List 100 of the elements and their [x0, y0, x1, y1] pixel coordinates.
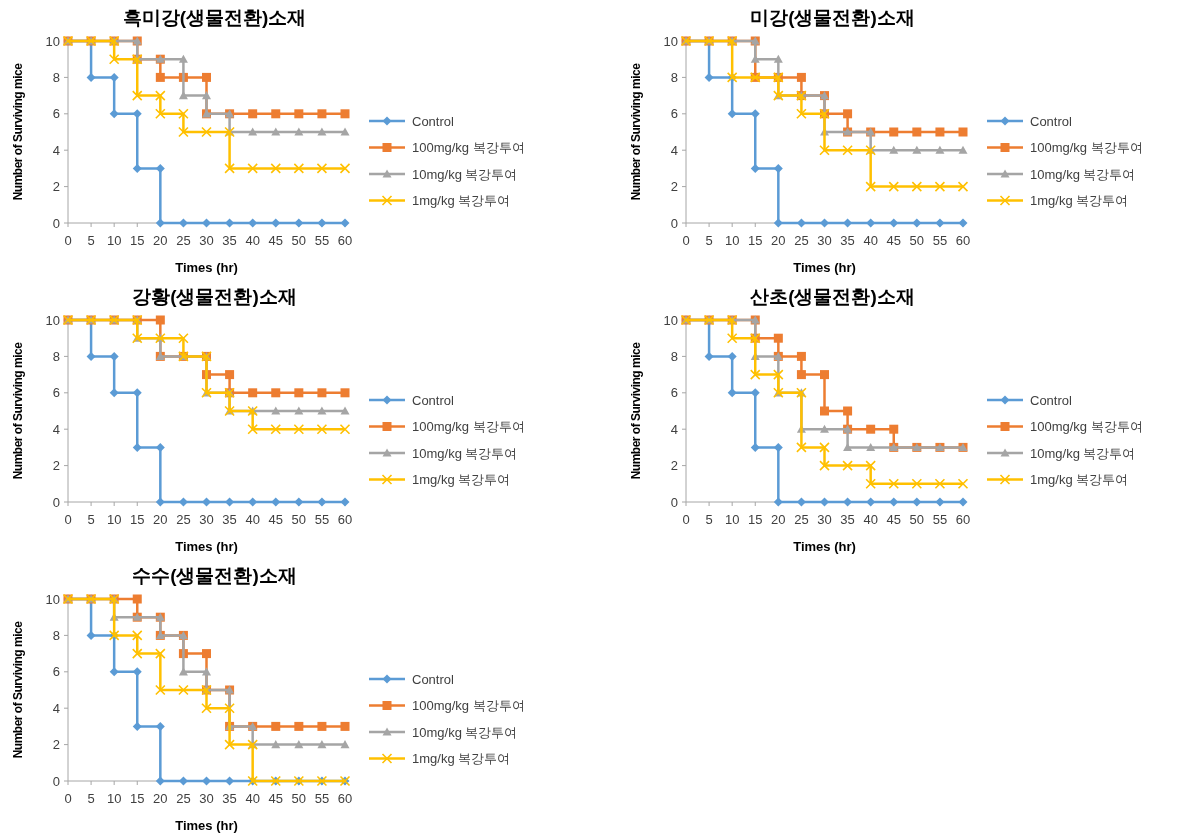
x-tick-label: 50: [909, 233, 925, 248]
x-tick-label: 50: [291, 791, 307, 806]
legend-label: 100mg/kg 복강투여: [412, 140, 525, 155]
x-tick-label: 10: [106, 512, 122, 527]
x-tick-label: 0: [64, 791, 72, 806]
x-tick-label: 55: [314, 791, 330, 806]
x-tick-label: 45: [886, 512, 901, 527]
x-tick-label: 50: [291, 512, 307, 527]
y-tick-label: 8: [52, 348, 60, 364]
legend-label: 1mg/kg 복강투여: [412, 193, 511, 208]
x-axis-title: Times (hr): [175, 260, 238, 275]
x-axis-title: Times (hr): [793, 539, 856, 554]
y-tick-label: 2: [52, 458, 60, 474]
x-tick-label: 60: [955, 512, 971, 527]
y-axis-title: Number of Surviving mice: [11, 62, 25, 201]
chart-title: 흑미강(생물전환)소재: [122, 7, 307, 28]
x-tick-label: 35: [840, 233, 855, 248]
legend-label: Control: [1030, 113, 1073, 129]
legend-label: 10mg/kg 복강투여: [412, 724, 518, 740]
y-tick-label: 4: [52, 700, 60, 716]
y-tick-label: 6: [52, 106, 60, 122]
x-tick-label: 40: [863, 233, 878, 248]
x-tick-label: 20: [771, 233, 786, 248]
x-tick-label: 35: [222, 512, 237, 527]
y-tick-label: 6: [670, 385, 678, 401]
x-tick-label: 25: [176, 512, 191, 527]
chart-title: 산초(생물전환)소재: [750, 286, 915, 307]
x-tick-label: 40: [245, 233, 260, 248]
y-tick-label: 2: [52, 737, 60, 753]
y-tick-label: 0: [52, 215, 60, 231]
y-tick-label: 8: [670, 69, 678, 85]
x-tick-label: 10: [724, 512, 740, 527]
x-axis-title: Times (hr): [175, 539, 238, 554]
y-tick-label: 8: [670, 348, 678, 364]
y-tick-label: 10: [663, 33, 678, 49]
x-tick-label: 30: [199, 512, 214, 527]
legend-label: 1mg/kg 복강투여: [1030, 193, 1129, 208]
x-tick-label: 55: [314, 233, 330, 248]
x-tick-label: 10: [106, 233, 122, 248]
chart-title: 수수(생물전환)소재: [132, 565, 297, 586]
x-tick-label: 5: [87, 791, 95, 806]
legend-label: 1mg/kg 복강투여: [412, 472, 511, 487]
x-tick-label: 0: [682, 233, 690, 248]
x-tick-label: 30: [199, 791, 214, 806]
x-tick-label: 25: [176, 233, 191, 248]
x-tick-label: 60: [337, 512, 353, 527]
x-tick-label: 35: [222, 791, 237, 806]
y-axis-title: Number of Surviving mice: [629, 62, 643, 201]
x-tick-label: 40: [245, 791, 260, 806]
legend-label: 100mg/kg 복강투여: [412, 419, 525, 434]
x-tick-label: 5: [87, 233, 95, 248]
x-tick-label: 45: [886, 233, 901, 248]
legend-label: Control: [412, 113, 455, 129]
x-tick-label: 30: [199, 233, 214, 248]
x-tick-label: 15: [130, 233, 145, 248]
x-tick-label: 45: [268, 512, 283, 527]
y-tick-label: 4: [52, 142, 60, 158]
chart-title: 강황(생물전환)소재: [132, 286, 297, 307]
x-tick-label: 50: [909, 512, 925, 527]
x-tick-label: 10: [106, 791, 122, 806]
x-tick-label: 60: [955, 233, 971, 248]
x-tick-label: 25: [176, 791, 191, 806]
x-tick-label: 20: [153, 512, 168, 527]
legend-label: 10mg/kg 복강투여: [412, 445, 518, 461]
y-tick-label: 8: [52, 627, 60, 643]
x-tick-label: 40: [245, 512, 260, 527]
y-tick-label: 0: [670, 494, 678, 510]
legend-label: 100mg/kg 복강투여: [1030, 140, 1143, 155]
y-tick-label: 10: [45, 312, 60, 328]
y-tick-label: 10: [45, 33, 60, 49]
x-tick-label: 0: [64, 233, 72, 248]
legend-label: 1mg/kg 복강투여: [1030, 472, 1129, 487]
y-tick-label: 10: [45, 591, 60, 607]
x-tick-label: 40: [863, 512, 878, 527]
x-tick-label: 35: [222, 233, 237, 248]
x-axis-title: Times (hr): [175, 818, 238, 833]
x-tick-label: 5: [705, 233, 713, 248]
y-tick-label: 4: [670, 142, 678, 158]
x-tick-label: 20: [771, 512, 786, 527]
x-tick-label: 15: [130, 512, 145, 527]
x-tick-label: 30: [817, 233, 832, 248]
legend-label: 10mg/kg 복강투여: [412, 166, 518, 182]
y-tick-label: 0: [670, 215, 678, 231]
y-axis-title: Number of Surviving mice: [11, 620, 25, 759]
x-tick-label: 0: [64, 512, 72, 527]
y-axis-title: Number of Surviving mice: [11, 341, 25, 480]
y-tick-label: 2: [670, 458, 678, 474]
x-tick-label: 20: [153, 791, 168, 806]
chart-title: 미강(생물전환)소재: [750, 7, 915, 28]
legend-label: 10mg/kg 복강투여: [1030, 445, 1136, 461]
y-tick-label: 6: [52, 385, 60, 401]
x-tick-label: 10: [724, 233, 740, 248]
x-tick-label: 5: [87, 512, 95, 527]
x-tick-label: 45: [268, 791, 283, 806]
legend-label: 1mg/kg 복강투여: [412, 751, 511, 766]
x-tick-label: 60: [337, 233, 353, 248]
y-tick-label: 4: [52, 421, 60, 437]
x-tick-label: 20: [153, 233, 168, 248]
x-tick-label: 15: [748, 233, 763, 248]
x-tick-label: 0: [682, 512, 690, 527]
